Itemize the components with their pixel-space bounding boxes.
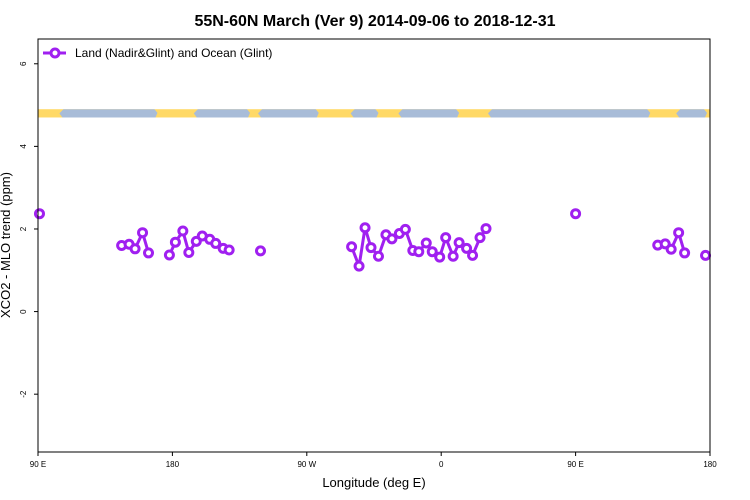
- data-point: [129, 243, 141, 255]
- y-tick-label: -2: [19, 390, 28, 398]
- data-point: [372, 250, 384, 262]
- legend-label: Land (Nadir&Glint) and Ocean (Glint): [75, 46, 272, 60]
- x-axis: 90 E 180 90 W 0 90 E 180: [30, 452, 717, 469]
- data-point: [177, 225, 189, 237]
- x-tick-label: 90 W: [297, 460, 316, 469]
- data-point: [461, 242, 473, 254]
- map-ocean: [59, 109, 158, 118]
- data-point: [359, 222, 371, 234]
- series-segment: [255, 245, 267, 257]
- series-segment: [33, 208, 45, 220]
- map-ocean: [398, 109, 460, 118]
- series-segment: [116, 227, 155, 259]
- data-point: [480, 223, 492, 235]
- series-layer: [33, 208, 712, 272]
- series-segment: [700, 249, 712, 261]
- data-point: [413, 246, 425, 258]
- data-point: [346, 241, 358, 253]
- data-point: [255, 245, 267, 257]
- data-point: [143, 247, 155, 259]
- x-tick-label: 90 E: [567, 460, 583, 469]
- data-point: [467, 249, 479, 261]
- data-point: [33, 208, 45, 220]
- data-point: [665, 243, 677, 255]
- data-point: [426, 246, 438, 258]
- data-point: [210, 237, 222, 249]
- data-point: [447, 250, 459, 262]
- data-point: [700, 249, 712, 261]
- data-point: [453, 237, 465, 249]
- map-ocean: [193, 109, 251, 118]
- map-ocean: [258, 109, 319, 118]
- y-axis: -2 0 2 4 6: [19, 61, 38, 398]
- y-tick-label: 4: [19, 144, 28, 149]
- data-point: [434, 251, 446, 263]
- data-point: [163, 249, 175, 261]
- data-point: [474, 232, 486, 244]
- data-point: [420, 237, 432, 249]
- y-axis-label: XCO2 - MLO trend (ppm): [0, 172, 13, 318]
- data-point: [353, 260, 365, 272]
- y-tick-label: 0: [19, 309, 28, 314]
- data-point: [440, 232, 452, 244]
- series-segment: [570, 208, 582, 220]
- series-segment: [163, 225, 235, 261]
- y-tick-label: 6: [19, 61, 28, 66]
- map-strip: [38, 109, 710, 118]
- data-point: [365, 242, 377, 254]
- data-point: [223, 244, 235, 256]
- legend: Land (Nadir&Glint) and Ocean (Glint): [43, 46, 272, 60]
- x-tick-label: 180: [166, 460, 180, 469]
- x-tick-label: 180: [703, 460, 717, 469]
- data-point: [386, 233, 398, 245]
- series-segment: [346, 222, 492, 272]
- map-ocean: [350, 109, 379, 118]
- x-tick-label: 0: [439, 460, 444, 469]
- data-point: [183, 247, 195, 259]
- series-segment: [652, 227, 691, 259]
- map-ocean: [487, 109, 651, 118]
- x-axis-label: Longitude (deg E): [322, 475, 425, 490]
- data-point: [137, 227, 149, 239]
- data-point: [570, 208, 582, 220]
- data-point: [169, 236, 181, 248]
- chart-title: 55N-60N March (Ver 9) 2014-09-06 to 2018…: [194, 13, 555, 30]
- x-tick-label: 90 E: [30, 460, 46, 469]
- data-point: [673, 227, 685, 239]
- data-point: [679, 247, 691, 259]
- data-point: [399, 223, 411, 235]
- y-tick-label: 2: [19, 226, 28, 231]
- plot-frame: [37, 38, 711, 453]
- legend-marker: [49, 47, 61, 59]
- map-ocean: [676, 109, 708, 118]
